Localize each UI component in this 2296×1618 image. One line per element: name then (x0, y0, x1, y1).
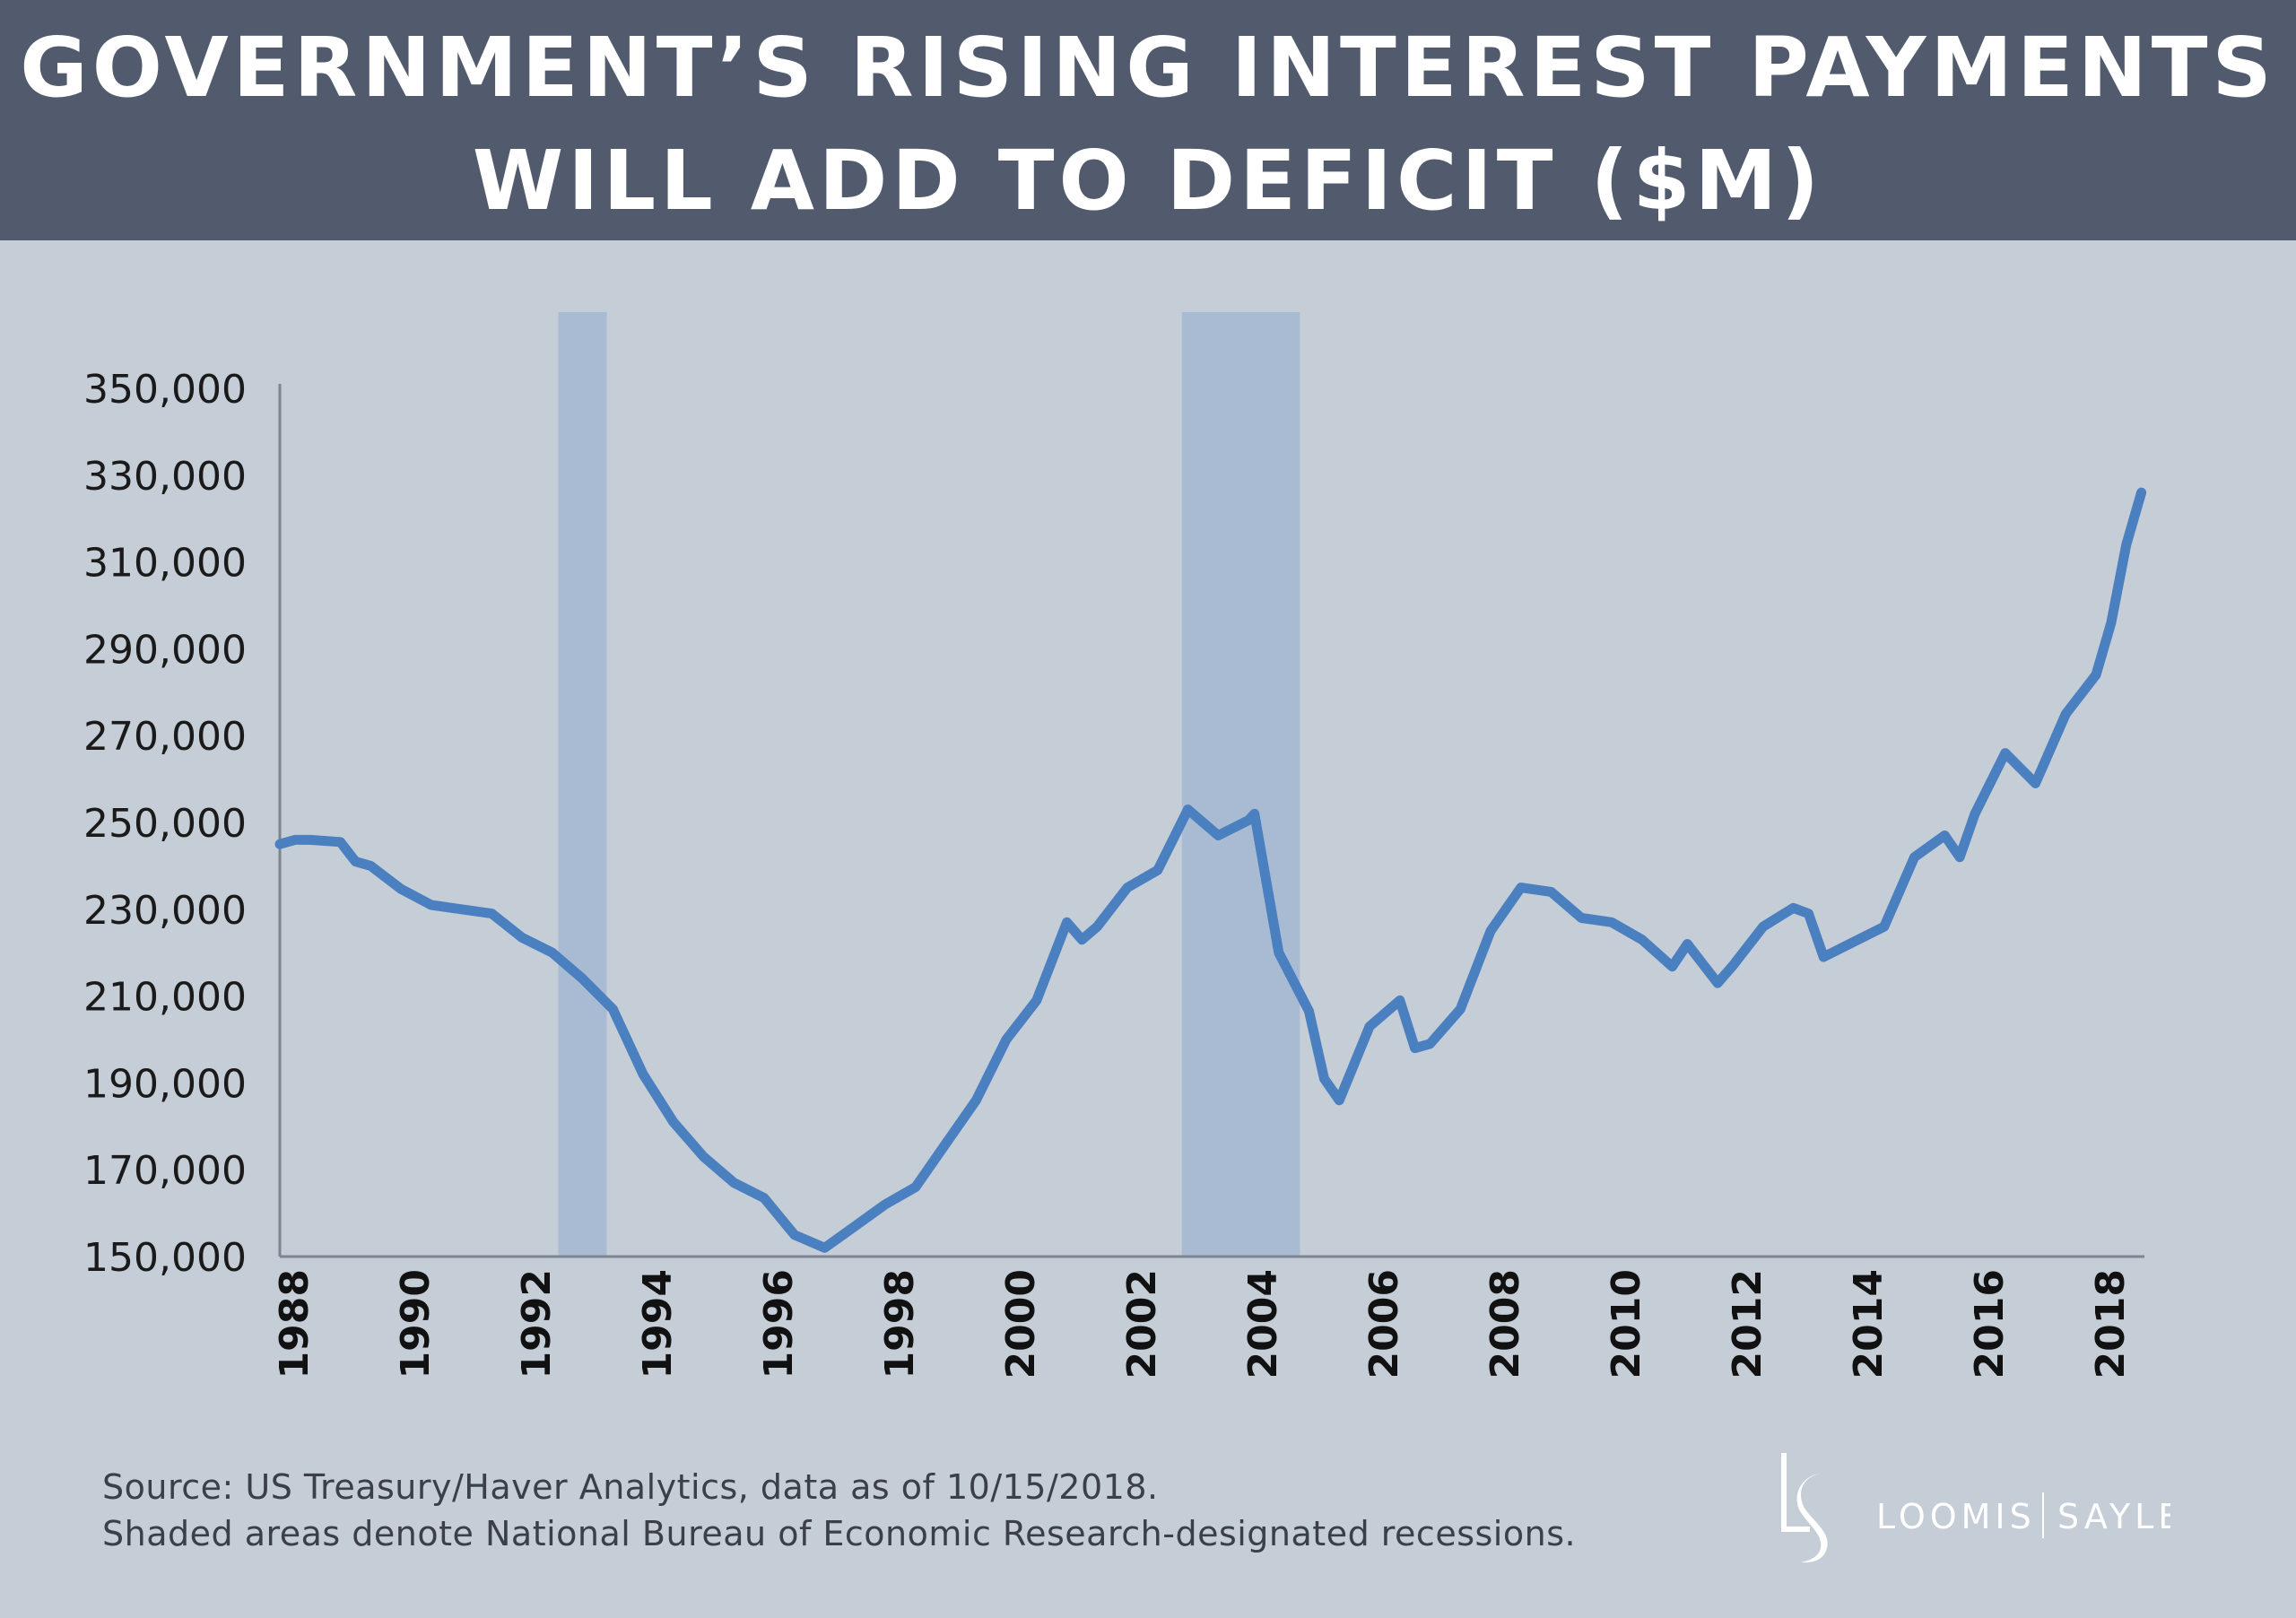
x-tick-label: 2004 (1240, 1269, 1286, 1379)
loomis-sayles-logo: LOOMIS SAYLES (1781, 1453, 2170, 1563)
x-tick-label: 2002 (1119, 1269, 1165, 1379)
y-tick-label: 310,000 (83, 541, 247, 587)
x-tick-label: 1988 (272, 1269, 317, 1379)
y-tick-label: 270,000 (83, 714, 247, 760)
logo-text-sayles: SAYLES (2057, 1497, 2170, 1536)
x-tick-label: 1990 (393, 1269, 439, 1379)
y-tick-labels: 350,000 330,000 310,000 290,000 270,000 250,0… (83, 367, 247, 1281)
y-tick-label: 350,000 (83, 367, 247, 413)
interest-payments-line (274, 487, 2147, 1253)
y-tick-label: 150,000 (83, 1235, 247, 1281)
y-tick-label: 210,000 (83, 975, 247, 1021)
x-tick-label: 2014 (1846, 1269, 1892, 1379)
ls-monogram-icon (1781, 1453, 1828, 1563)
chart-title-line-1: GOVERNMENT’S RISING INTEREST PAYMENTS (20, 20, 2276, 116)
recession-band (1181, 312, 1300, 1257)
y-tick-label: 250,000 (83, 801, 247, 847)
title-banner: GOVERNMENT’S RISING INTEREST PAYMENTS WI… (0, 0, 2296, 240)
x-tick-label: 2010 (1604, 1269, 1649, 1379)
recession-bands (558, 312, 1300, 1257)
x-tick-label: 1992 (514, 1269, 560, 1379)
chart-title-line-2: WILL ADD TO DEFICIT ($M) (472, 133, 1824, 229)
x-tick-label: 2012 (1725, 1269, 1770, 1379)
recession-note: Shaded areas denote National Bureau of E… (102, 1514, 1577, 1553)
x-tick-label: 1998 (877, 1269, 923, 1379)
x-tick-label: 1996 (756, 1269, 802, 1379)
line-chart: 350,000 330,000 310,000 290,000 270,000 250,0… (83, 312, 2147, 1379)
source-note: Source: US Treasury/Haver Analytics, dat… (102, 1467, 1159, 1507)
y-tick-label: 190,000 (83, 1061, 247, 1107)
y-tick-label: 290,000 (83, 627, 247, 673)
y-tick-label: 170,000 (83, 1148, 247, 1194)
logo-text-loomis: LOOMIS (1876, 1497, 2036, 1536)
x-tick-label: 2008 (1483, 1269, 1528, 1379)
recession-band (558, 312, 607, 1257)
x-tick-label: 2016 (1967, 1269, 2013, 1379)
y-tick-label: 330,000 (83, 454, 247, 500)
y-tick-label: 230,000 (83, 888, 247, 934)
x-tick-labels: 1988 1990 1992 1994 1996 1998 2000 2002 2004 2006… (272, 1269, 2134, 1379)
x-tick-label: 2000 (998, 1269, 1044, 1379)
x-tick-label: 1994 (635, 1269, 681, 1379)
x-tick-label: 2006 (1361, 1269, 1407, 1379)
x-tick-label: 2018 (2088, 1269, 2134, 1379)
